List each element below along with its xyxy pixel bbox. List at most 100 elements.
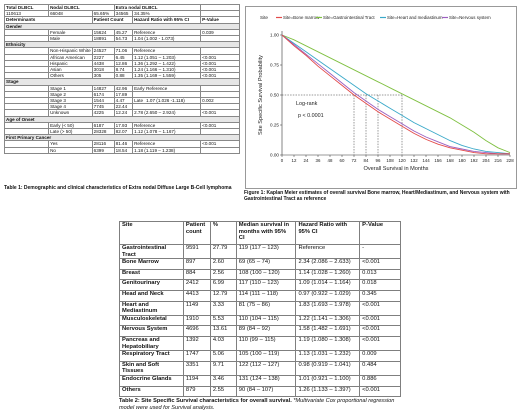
km-survival-figure: Site Site=Bone marrow Site=Gastrointestina…	[245, 6, 517, 189]
header-cell: %	[209, 221, 237, 245]
table-row: Total DLBCL Nodal DLBCL Extra nodal DLBCL	[3, 3, 240, 12]
header-cell: Site	[119, 221, 184, 245]
site-name: Heart and Mediastinum	[119, 300, 184, 316]
table-cell	[3, 59, 50, 68]
table-cell: 8.74	[113, 66, 134, 74]
table-row: Unknown 4225 12.24 2.78 (2.650 – 2.924) <0.0…	[3, 109, 240, 117]
y-tick-label: 0.00	[270, 153, 279, 158]
table-cell: 69 (65 – 74)	[235, 258, 297, 270]
table-cell: Reference	[295, 243, 361, 260]
table-cell: 4413	[182, 289, 211, 302]
table-cell: 1194	[182, 374, 211, 387]
hazard-ratio: 1.07 (1.026 -1.118)	[146, 98, 185, 104]
hr-cell	[132, 103, 202, 111]
table-cell	[3, 84, 50, 92]
series-line	[281, 34, 511, 154]
table-row: Stage 1 14827 42.96 Early Reference	[3, 84, 240, 92]
y-tick-label: 0.25	[270, 123, 279, 128]
section-row: Stage	[4, 78, 240, 86]
table-cell: 1.26 (1.133 – 1.397)	[295, 385, 361, 398]
site-name: Head and Neck	[119, 289, 184, 302]
x-tick-label: 228	[506, 158, 514, 163]
table-cell: 5.06	[209, 350, 237, 362]
hazard-ratio: Reference	[134, 122, 156, 128]
table-cell: 105 (100 – 119)	[235, 350, 297, 362]
table-cell: 1149	[182, 300, 211, 316]
table-cell: <0.001	[359, 314, 401, 327]
table-cell: 884	[182, 268, 211, 281]
table-row: Musculoskeletal 1910 5.53 110 (104 – 115) 1.…	[119, 314, 401, 327]
x-tick-label: 48	[328, 158, 333, 163]
table-cell	[3, 109, 50, 117]
site-name: Breast	[119, 268, 184, 281]
series-line	[281, 34, 511, 155]
table-cell: 0.886	[359, 374, 401, 387]
x-tick-label: 168	[446, 158, 454, 163]
p-value: <0.001	[200, 66, 240, 74]
table-cell	[3, 72, 50, 80]
p-value	[200, 84, 240, 92]
table-cell: 1392	[182, 335, 211, 352]
table-cell: 13.61	[209, 325, 237, 337]
hazard-ratio: Reference	[134, 29, 156, 35]
table2-caption-note: *Multivariate Cox proportional regressio…	[119, 398, 395, 411]
table-cell: <0.001	[359, 325, 401, 337]
table-header-row: Site Patient count% Median survival in mon…	[119, 221, 401, 245]
table-cell: 131 (124 – 138)	[235, 374, 297, 387]
table-cell: 5.53	[209, 314, 237, 327]
table-cell: 6.45	[113, 53, 134, 61]
table-cell: 2412	[182, 279, 211, 291]
x-tick-label: 12	[292, 158, 297, 163]
x-tick-label: 204	[482, 158, 490, 163]
km-survival-chart: Site Site=Bone marrow Site=Gastrointestina…	[258, 15, 514, 172]
table-cell: 0.88	[113, 72, 134, 80]
header-cell: P-Value	[359, 221, 401, 245]
hr-cell: 1.36 (1.292 – 1.422)	[132, 59, 202, 68]
hr-cell: Late 1.07 (1.026 -1.118)	[132, 97, 202, 105]
header-cell: Patient Count	[91, 16, 134, 24]
x-tick-label: 132	[410, 158, 418, 163]
hazard-ratio: 1.04 (1.002 - 1.073)	[134, 36, 175, 42]
table-row: Stage 4 7745 22.44	[3, 103, 240, 111]
hazard-ratio: 1.24 (1.166 – 1.310)	[134, 67, 176, 73]
table-cell: 81 (75 – 86)	[235, 300, 297, 316]
figure1-caption: Figure 1: Kaplan Meier estimates of over…	[244, 190, 510, 202]
table-cell: 12.86	[113, 59, 134, 68]
table-cell: 879	[182, 385, 211, 398]
table-row: Male 18891 54.73 1.04 (1.002 - 1.073)	[3, 34, 240, 43]
site-name: Pancreas and Hepatobiliary	[119, 335, 184, 352]
table-cell: 3.33	[209, 300, 237, 316]
table-cell: 1.13 (1.031 – 1.232)	[295, 350, 361, 362]
table-cell: 897	[182, 258, 211, 270]
table-cell: 0.345	[359, 289, 401, 302]
x-tick-label: 0	[281, 158, 284, 163]
hazard-ratio: 1.12 (1.078 – 1.167)	[134, 129, 176, 135]
table-row: Hispanic 4438 12.86 1.36 (1.292 – 1.422) <0.…	[3, 59, 240, 68]
table-row: Gastrointestinal Tract 9591 27.79 119 (117 …	[119, 243, 401, 260]
table-cell: 12.24	[113, 109, 134, 117]
table-cell: 1.83 (1.693 – 1.978)	[295, 300, 361, 316]
header-cell: Patient count	[182, 221, 211, 245]
header-cell: Median survival in months with 95% CI	[235, 221, 297, 245]
hazard-ratio: 1.36 (1.292 – 1.422)	[134, 60, 176, 66]
table-row: Nervous System 4696 13.61 89 (84 – 92) 1.58 …	[119, 325, 401, 337]
table-cell: 22.44	[113, 103, 134, 111]
table-cell: 17.89	[113, 90, 134, 99]
log-rank-label: Log-rank	[296, 101, 318, 107]
p-value: <0.001	[200, 72, 240, 80]
table-row: Stage 2 6174 17.89	[3, 90, 240, 99]
table-row: Breast 884 2.56 108 (100 – 120) 1.14 (1.028 …	[119, 268, 401, 281]
header-cell: Hazard Ratio with 95% CI	[132, 16, 202, 24]
x-tick-label: 120	[398, 158, 406, 163]
x-tick-label: 60	[340, 158, 345, 163]
table-row: Heart and Mediastinum 1149 3.33 81 (75 – 86…	[119, 300, 401, 316]
header-cell: Hazard Ratio with 95% CI	[295, 221, 361, 245]
site-name: Skin and Soft Tissues	[119, 360, 184, 376]
table-cell: 82.07	[113, 128, 134, 136]
header-cell: P-Value	[200, 16, 240, 24]
x-tick-label: 24	[304, 158, 309, 163]
x-axis-title: Overall Survival in Months	[364, 166, 429, 172]
table-cell	[3, 66, 50, 74]
section-title: Gender	[4, 22, 240, 30]
table-cell: 27.79	[209, 243, 237, 260]
